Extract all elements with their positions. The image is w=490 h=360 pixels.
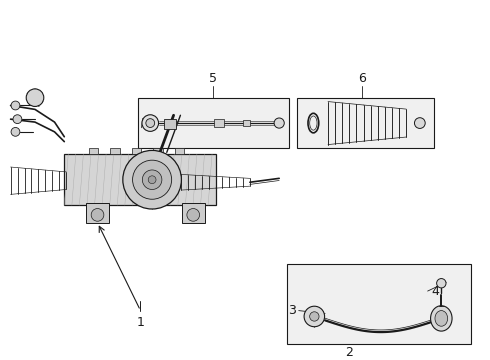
Bar <box>86 203 109 223</box>
Circle shape <box>143 170 162 189</box>
Circle shape <box>11 101 20 110</box>
Bar <box>243 120 250 126</box>
Bar <box>110 148 120 154</box>
Circle shape <box>142 115 159 131</box>
Ellipse shape <box>435 311 448 326</box>
Text: 2: 2 <box>345 346 353 359</box>
Text: 1: 1 <box>137 316 145 329</box>
Circle shape <box>123 150 181 209</box>
Text: 5: 5 <box>209 72 217 85</box>
Bar <box>132 148 142 154</box>
Bar <box>181 203 205 223</box>
Bar <box>89 148 98 154</box>
Circle shape <box>146 119 155 127</box>
Circle shape <box>415 118 425 129</box>
Circle shape <box>304 306 324 327</box>
Text: 6: 6 <box>358 72 366 85</box>
Circle shape <box>437 279 446 288</box>
Circle shape <box>274 118 284 128</box>
Circle shape <box>148 176 156 184</box>
Circle shape <box>187 208 199 221</box>
Circle shape <box>310 312 319 321</box>
Bar <box>64 154 216 205</box>
Circle shape <box>133 160 172 199</box>
Ellipse shape <box>431 306 452 331</box>
Bar <box>138 98 289 148</box>
Text: 4: 4 <box>432 284 440 298</box>
Bar <box>153 148 163 154</box>
Circle shape <box>13 115 22 123</box>
Text: 3: 3 <box>288 304 296 317</box>
Ellipse shape <box>310 116 317 130</box>
Bar <box>297 98 434 148</box>
Bar <box>287 264 470 344</box>
Bar <box>174 148 184 154</box>
Circle shape <box>91 208 104 221</box>
Circle shape <box>11 127 20 136</box>
Circle shape <box>26 89 44 107</box>
Bar <box>214 119 223 127</box>
Bar <box>164 119 175 129</box>
